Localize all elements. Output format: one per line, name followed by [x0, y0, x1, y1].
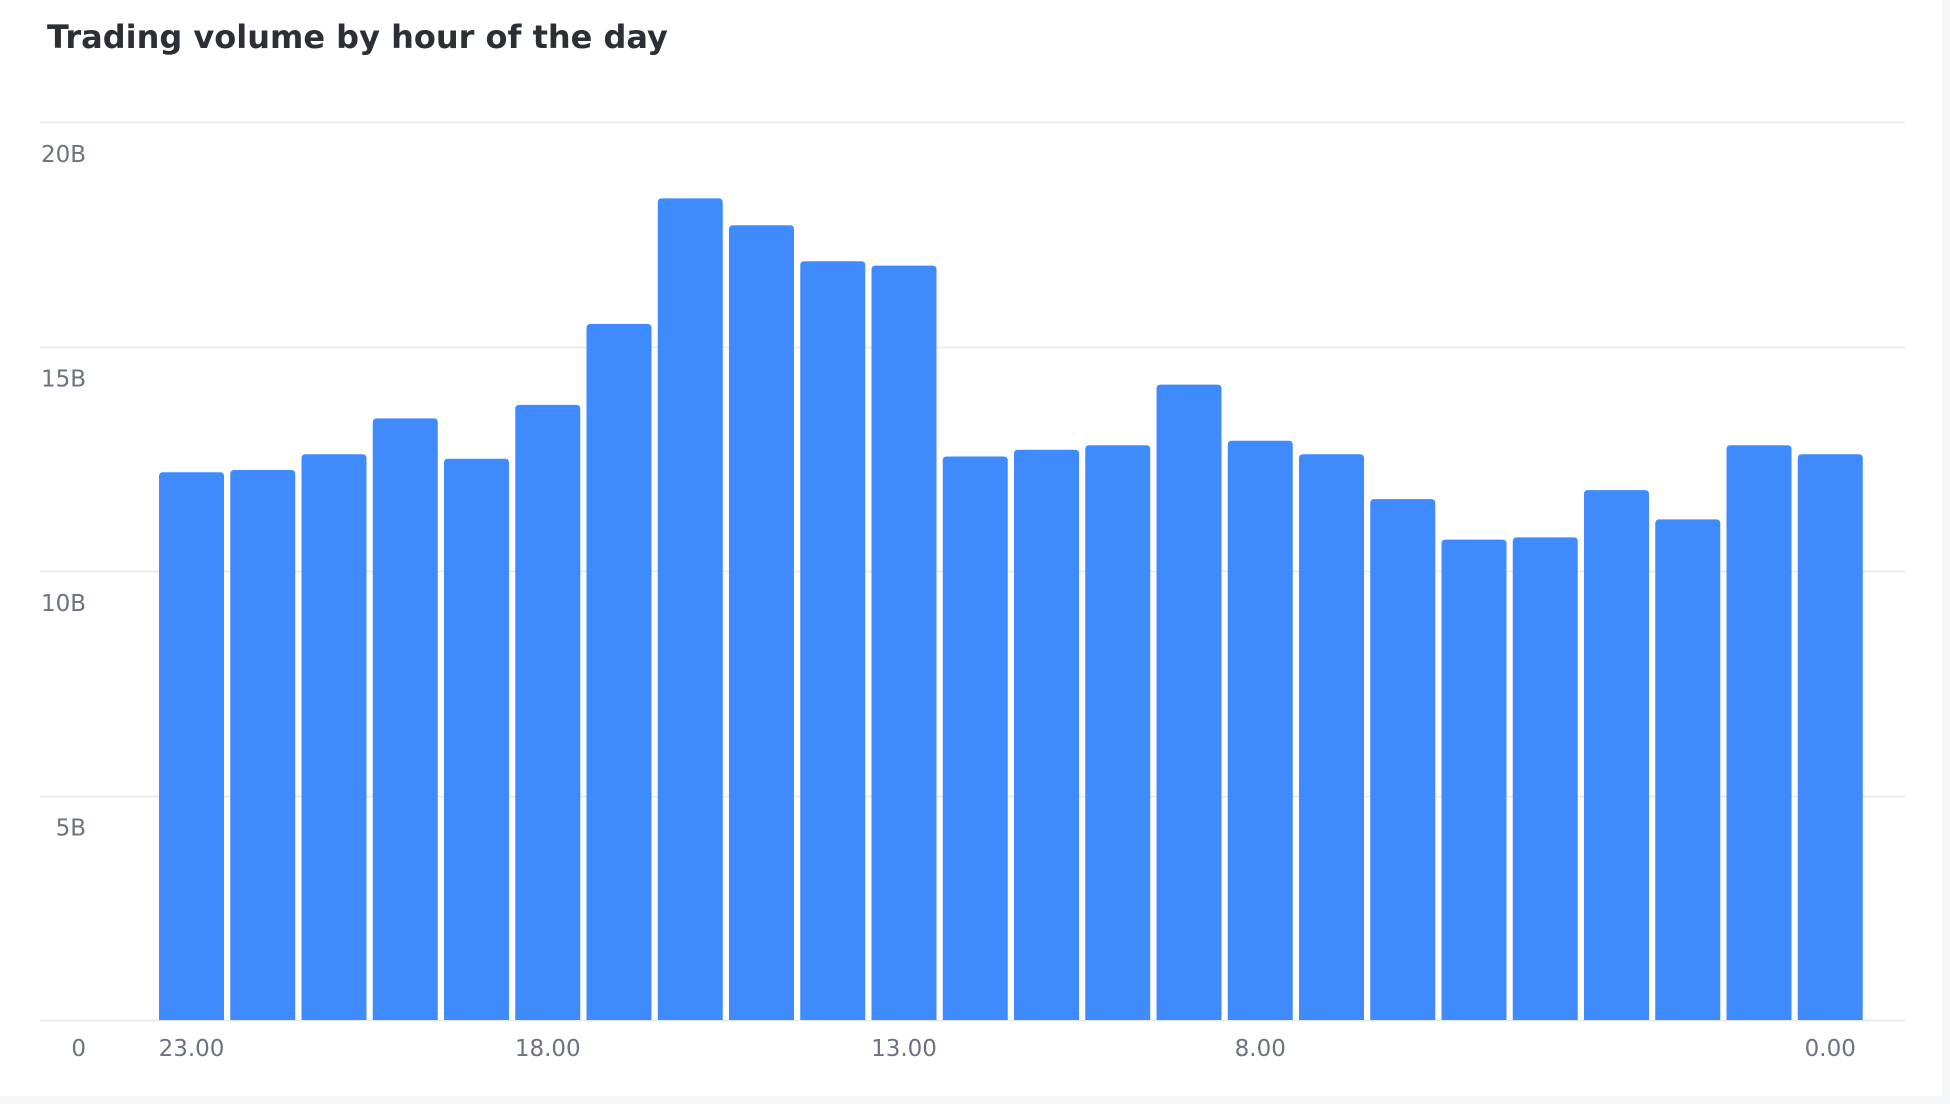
bar-11.00[interactable] — [1014, 449, 1079, 1020]
x-axis-labels: 23.00 18.00 13.00 8.00 0.00 — [159, 1036, 1856, 1062]
bar-12.00[interactable] — [942, 456, 1008, 1020]
bar-8.00[interactable] — [1227, 440, 1293, 1020]
x-tick-label: 8.00 — [1235, 1036, 1286, 1062]
bar-15.00[interactable] — [729, 225, 794, 1020]
bar-23.00[interactable] — [159, 472, 224, 1021]
x-tick-label: 13.00 — [871, 1036, 937, 1062]
bar-13.00[interactable] — [871, 265, 937, 1020]
bar-1.00[interactable] — [1726, 445, 1792, 1020]
x-tick-label: 18.00 — [515, 1036, 581, 1062]
bar-10.00[interactable] — [1085, 445, 1151, 1020]
bar-17.00[interactable] — [586, 324, 652, 1020]
y-tick-label: 20B — [41, 142, 86, 168]
y-tick-label: 15B — [41, 367, 86, 393]
bar-16.00[interactable] — [657, 198, 723, 1020]
bar-5.00[interactable] — [1441, 539, 1507, 1020]
chart-title: Trading volume by hour of the day — [47, 18, 668, 56]
y-axis-labels: 0 5B 10B 15B 20B — [41, 142, 86, 1062]
bar-22.00[interactable] — [230, 469, 296, 1021]
bar-0.00[interactable] — [1797, 454, 1863, 1020]
y-tick-label: 5B — [56, 816, 86, 842]
bar-18.00[interactable] — [515, 404, 581, 1020]
y-tick-label: 0 — [71, 1036, 86, 1062]
bar-2.00[interactable] — [1655, 519, 1721, 1020]
bar-20.00[interactable] — [372, 418, 438, 1021]
y-tick-label: 10B — [41, 591, 86, 617]
bar-14.00[interactable] — [800, 261, 866, 1020]
bar-7.00[interactable] — [1299, 454, 1364, 1020]
bar-19.00[interactable] — [444, 458, 509, 1020]
bar-3.00[interactable] — [1584, 490, 1649, 1020]
bar-9.00[interactable] — [1156, 384, 1222, 1020]
bars — [159, 198, 1863, 1021]
bar-6.00[interactable] — [1370, 499, 1436, 1020]
x-tick-label: 23.00 — [159, 1036, 225, 1062]
bar-4.00[interactable] — [1512, 537, 1578, 1020]
x-tick-label: 0.00 — [1805, 1036, 1856, 1062]
bar-21.00[interactable] — [301, 454, 367, 1020]
